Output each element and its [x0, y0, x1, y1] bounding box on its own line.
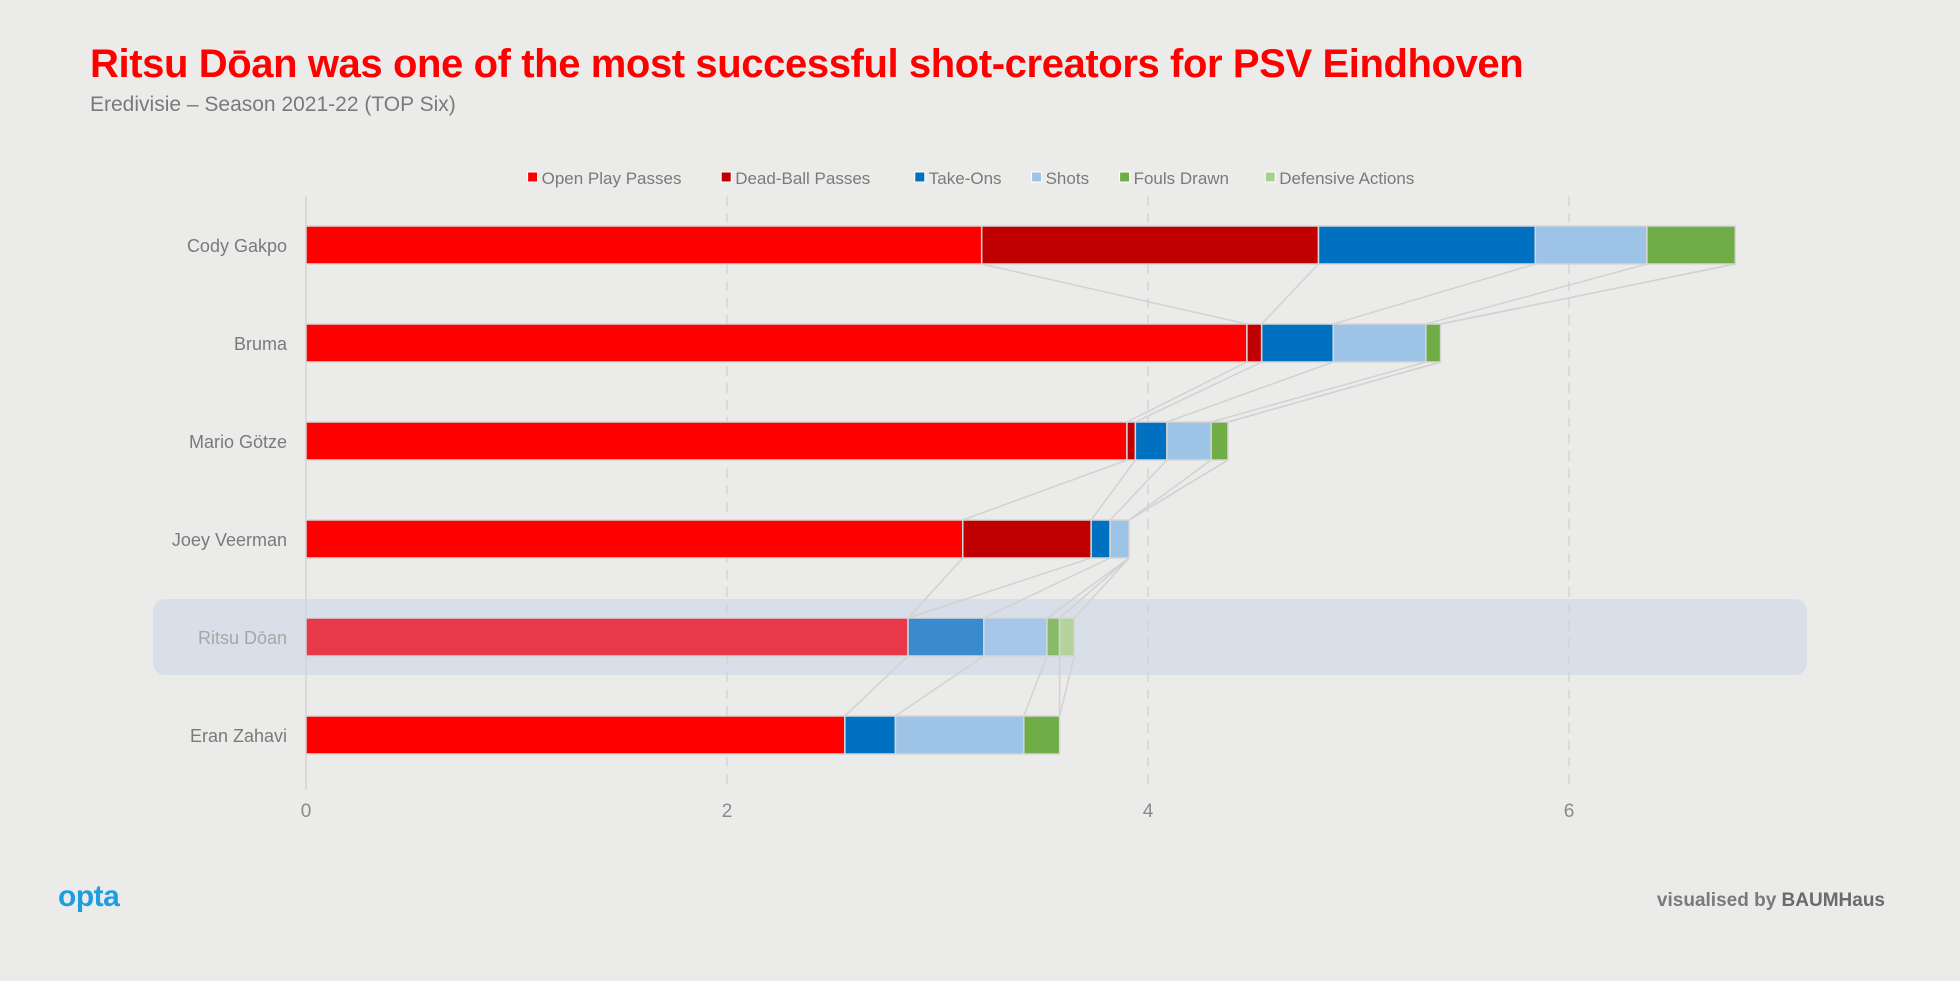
- connector-line: [1210, 361, 1427, 423]
- bar-segment[interactable]: [1317, 225, 1537, 265]
- connector-line: [983, 557, 1111, 619]
- bar-segment[interactable]: [1332, 323, 1427, 363]
- connector-line: [1261, 263, 1320, 325]
- connector-line: [894, 655, 985, 717]
- legend-swatch: [1119, 171, 1131, 183]
- bar-segment[interactable]: [1058, 617, 1076, 657]
- bar-segment[interactable]: [1246, 323, 1263, 363]
- bar-segment[interactable]: [1166, 421, 1212, 461]
- bar-segment[interactable]: [1109, 519, 1130, 559]
- x-tick-label: 4: [1143, 801, 1154, 822]
- grid-layer: [305, 196, 1570, 790]
- chart-title: Ritsu Dōan was one of the most successfu…: [90, 42, 1524, 86]
- x-tick-label: 0: [301, 801, 312, 822]
- legend-swatch: [1031, 171, 1043, 183]
- connector-line: [1073, 557, 1130, 619]
- connector-line: [981, 263, 1248, 325]
- x-axis-ticks: 0 2 4 6: [301, 801, 1575, 822]
- credit-brand: BAUMHaus: [1781, 890, 1885, 911]
- opta-logo: opta: [58, 880, 120, 913]
- legend-label[interactable]: Take-Ons: [929, 169, 1002, 188]
- bar-segment[interactable]: [1260, 323, 1334, 363]
- connector-layer: [844, 263, 1736, 717]
- bar-segment[interactable]: [305, 225, 983, 265]
- category-label: Eran Zahavi: [190, 726, 287, 746]
- bar-segment[interactable]: [983, 617, 1048, 657]
- legend-label[interactable]: Shots: [1046, 169, 1089, 188]
- category-labels: Cody Gakpo Bruma Mario Götze Joey Veerman Ri…: [172, 236, 288, 746]
- bars-layer: [305, 225, 1737, 755]
- bar-segment[interactable]: [1023, 715, 1061, 755]
- bar-segment[interactable]: [305, 421, 1128, 461]
- connector-line: [1128, 459, 1229, 521]
- connector-line: [1023, 655, 1048, 717]
- connector-line: [1166, 361, 1334, 423]
- credit-prefix: visualised by: [1656, 890, 1782, 911]
- bar-segment[interactable]: [1646, 225, 1737, 265]
- connector-line: [844, 655, 909, 717]
- bar-segment[interactable]: [305, 715, 846, 755]
- category-label: Mario Götze: [189, 432, 287, 452]
- legend-label[interactable]: Dead-Ball Passes: [735, 169, 870, 188]
- connector-line: [1333, 263, 1536, 325]
- bar-segment[interactable]: [1126, 421, 1137, 461]
- legend-label[interactable]: Defensive Actions: [1279, 169, 1414, 188]
- x-tick-label: 6: [1564, 801, 1575, 822]
- legend-swatch: [1264, 171, 1276, 183]
- legend-swatch: [527, 171, 539, 183]
- legend-swatch: [720, 171, 732, 183]
- connector-line: [1425, 263, 1648, 325]
- bar-segment[interactable]: [844, 715, 897, 755]
- legend-swatch: [914, 171, 926, 183]
- legend-label[interactable]: Open Play Passes: [542, 169, 682, 188]
- chart-subtitle: Eredivisie – Season 2021-22 (TOP Six): [90, 93, 456, 116]
- bar-segment[interactable]: [907, 617, 985, 657]
- category-label: Joey Veerman: [172, 530, 287, 550]
- x-tick-label: 2: [722, 801, 733, 822]
- legend[interactable]: Open Play Passes Dead-Ball Passes Take-Ons…: [527, 169, 1415, 188]
- category-label: Ritsu Dōan: [198, 628, 287, 648]
- connector-line: [907, 557, 964, 619]
- bar-segment[interactable]: [305, 323, 1248, 363]
- bar-segment[interactable]: [1534, 225, 1648, 265]
- connector-line: [1135, 361, 1262, 423]
- connector-line: [1128, 459, 1212, 521]
- bar-segment[interactable]: [1046, 617, 1061, 657]
- connector-line: [1090, 459, 1136, 521]
- connector-line: [962, 459, 1128, 521]
- bar-segment[interactable]: [305, 519, 964, 559]
- bar-segment[interactable]: [1425, 323, 1442, 363]
- connector-line: [1059, 557, 1130, 619]
- bar-segment[interactable]: [1090, 519, 1111, 559]
- bar-segment[interactable]: [980, 225, 1320, 265]
- connector-line: [1109, 459, 1168, 521]
- credit-text: visualised by BAUMHaus: [1657, 890, 1885, 912]
- bar-segment[interactable]: [1134, 421, 1168, 461]
- category-label: Bruma: [234, 334, 288, 354]
- connector-line: [1126, 361, 1248, 423]
- connector-line: [1058, 655, 1076, 717]
- bar-segment[interactable]: [1210, 421, 1229, 461]
- bar-segment[interactable]: [305, 617, 909, 657]
- bar-segment[interactable]: [962, 519, 1092, 559]
- connector-line: [907, 557, 1092, 619]
- connector-line: [1227, 361, 1441, 423]
- connector-line: [1046, 557, 1130, 619]
- connector-line: [1440, 263, 1736, 325]
- legend-label[interactable]: Fouls Drawn: [1134, 169, 1229, 188]
- bar-segment[interactable]: [894, 715, 1025, 755]
- category-label: Cody Gakpo: [187, 236, 287, 256]
